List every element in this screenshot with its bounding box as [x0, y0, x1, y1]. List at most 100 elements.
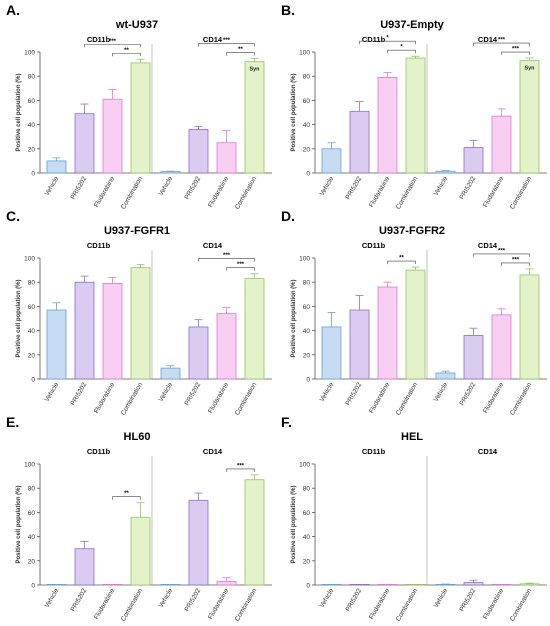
x-tick-label: Combination	[509, 175, 534, 210]
x-tick-label: PRI5202	[70, 381, 89, 407]
x-tick-label: Fludarabine	[482, 587, 505, 621]
y-tick-label: 60	[28, 98, 36, 105]
significance-label: ***	[237, 463, 245, 469]
y-tick-label: 100	[299, 50, 310, 57]
significance-bracket	[473, 253, 530, 257]
significance-label: ***	[512, 257, 520, 263]
x-tick-label: Vehicle	[433, 587, 450, 609]
x-tick-label: Fludarabine	[368, 381, 391, 415]
group-label: CD11b	[87, 35, 111, 44]
group-label: CD14	[203, 447, 223, 456]
bar-combination	[405, 584, 426, 586]
panel-title: HL60	[124, 431, 151, 443]
x-tick-label: Fludarabine	[482, 381, 505, 415]
significance-label: ***	[223, 38, 231, 44]
panel-f: F. HEL 0 20 40 60 80 100 Positive cell populatio…	[281, 414, 547, 623]
bar-combination	[130, 267, 151, 380]
y-tick-label: 0	[306, 583, 310, 590]
bar-combination	[244, 479, 265, 586]
y-tick-label: 60	[303, 510, 311, 517]
x-tick-label: Fludarabine	[93, 381, 116, 415]
x-tick-label: Fludarabine	[368, 587, 391, 621]
bar-annotation: Syn	[524, 65, 535, 71]
panel-letter: B.	[281, 2, 295, 18]
x-tick-label: PRI5202	[70, 587, 89, 613]
x-tick-label: Fludarabine	[93, 587, 116, 621]
bar-fludarabine	[216, 580, 237, 586]
bar-combination	[519, 274, 540, 380]
panel-letter: D.	[281, 208, 295, 224]
x-tick-label: PRI5202	[70, 175, 89, 201]
bar-fludarabine	[102, 584, 123, 586]
y-tick-label: 100	[24, 50, 35, 57]
panel-letter: E.	[6, 414, 19, 430]
significance-bracket	[501, 51, 530, 56]
bar-vehicle	[435, 583, 456, 586]
y-tick-label: 40	[303, 328, 311, 335]
panel-title: wt-U937	[115, 19, 158, 31]
bar-pri5202	[74, 113, 95, 174]
y-tick-label: 60	[28, 304, 36, 311]
y-axis-label: Positive cell population (%)	[16, 485, 22, 563]
bar-pri5202	[463, 147, 484, 174]
panel-letter: C.	[6, 208, 20, 224]
y-tick-label: 20	[28, 146, 36, 153]
significance-bracket	[112, 496, 141, 500]
x-tick-label: Vehicle	[44, 381, 61, 403]
panel-title: HEL	[401, 431, 423, 443]
y-tick-label: 100	[24, 256, 35, 263]
bar-pri5202	[349, 110, 370, 174]
x-tick-label: Vehicle	[158, 587, 175, 609]
y-tick-label: 40	[28, 328, 36, 335]
significance-label: ***	[512, 47, 520, 53]
y-tick-label: 20	[303, 558, 311, 565]
y-tick-label: 80	[303, 74, 311, 81]
bar-fludarabine	[216, 313, 237, 380]
significance-bracket	[226, 267, 255, 271]
y-tick-label: 60	[303, 98, 311, 105]
bar-vehicle	[160, 171, 181, 174]
x-tick-label: Combination	[395, 175, 420, 210]
significance-bracket	[359, 40, 416, 45]
bar-fludarabine	[216, 142, 237, 174]
y-tick-label: 80	[303, 486, 311, 493]
y-tick-label: 0	[31, 377, 35, 384]
y-tick-label: 40	[28, 122, 36, 129]
x-tick-label: Fludarabine	[368, 175, 391, 209]
y-axis-label: Positive cell population (%)	[291, 485, 297, 563]
x-tick-label: Combination	[234, 381, 259, 416]
x-tick-label: Combination	[509, 587, 534, 622]
significance-bracket	[198, 43, 255, 47]
y-axis-label: Positive cell population (%)	[291, 73, 297, 151]
x-tick-label: PRI5202	[345, 175, 364, 201]
x-tick-label: PRI5202	[345, 381, 364, 407]
y-tick-label: 0	[31, 171, 35, 178]
significance-label: ***	[223, 253, 231, 259]
x-tick-label: Combination	[120, 381, 145, 416]
bar-combination	[130, 516, 151, 586]
bar-fludarabine	[102, 283, 123, 380]
y-tick-label: 40	[303, 534, 311, 541]
x-tick-label: Vehicle	[319, 175, 336, 197]
panel-title: U937-FGFR2	[379, 225, 445, 237]
x-tick-label: Fludarabine	[207, 175, 230, 209]
bar-fludarabine	[491, 314, 512, 380]
panel-c: C. U937-FGFR1 0 20 40 60 80 100 Positive cell po…	[6, 208, 272, 417]
significance-label: ***	[498, 38, 506, 44]
bar-pri5202	[349, 584, 370, 586]
bar-vehicle	[46, 309, 67, 380]
x-tick-label: Combination	[395, 381, 420, 416]
bar-pri5202	[188, 129, 209, 174]
panel-e: E. HL60 0 20 40 60 80 100 Positive cell populati…	[6, 414, 272, 623]
x-tick-label: Fludarabine	[93, 175, 116, 209]
significance-bracket	[198, 258, 255, 262]
x-tick-label: Vehicle	[319, 381, 336, 403]
group-label: CD14	[478, 447, 498, 456]
bar-vehicle	[435, 372, 456, 380]
group-label: CD11b	[87, 241, 111, 250]
group-label: CD11b	[362, 447, 386, 456]
bar-fludarabine	[491, 115, 512, 174]
panel-title: U937-FGFR1	[104, 225, 170, 237]
x-tick-label: Combination	[234, 587, 259, 622]
